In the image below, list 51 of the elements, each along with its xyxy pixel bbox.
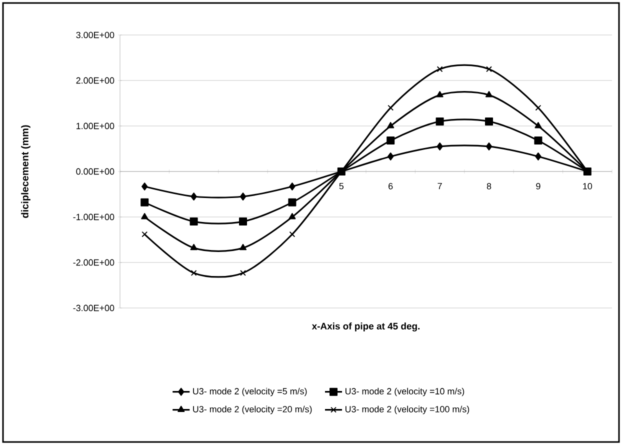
point [486,66,492,72]
point [240,192,246,201]
point [239,244,247,250]
point [190,270,197,276]
point [534,122,542,128]
legend-label: U3- mode 2 (velocity =20 m/s) [193,406,312,414]
point [190,218,198,226]
point [436,91,444,98]
y-tick-label: 0.00E+00 [76,168,114,175]
legend-label: U3- mode 2 (velocity =100 m/s) [346,406,470,414]
legend-label: U3- mode 2 (velocity =5 m/s) [193,388,307,396]
point [141,182,148,190]
x-tick-label: 5 [339,183,344,190]
x-tick-label: 10 [583,183,592,190]
point [436,117,444,126]
legend-label: U3- mode 2 (velocity =10 m/s) [346,388,464,396]
point [486,142,492,150]
y-tick-label: -2.00E+00 [73,259,114,266]
y-tick-label: 3.00E+00 [76,32,114,38]
y-tick-label: -1.00E+00 [73,214,114,220]
point [436,142,443,150]
point [485,91,493,98]
point [142,231,148,238]
point [387,152,394,160]
point [190,192,197,201]
point [387,122,394,128]
point [289,182,296,190]
point [141,212,148,220]
y-tick-label: 2.00E+00 [76,77,114,84]
x-tick-label: 9 [536,183,540,190]
point [534,136,542,145]
point [190,244,198,250]
x-axis-title: x-Axis of pipe at 45 deg. [312,322,420,332]
x-tick-label: 7 [438,183,442,190]
x-tick-label: 6 [388,183,393,190]
point [388,104,394,111]
y-tick-label: 1.00E+00 [76,122,114,130]
point [239,218,248,226]
x-tick-label: 8 [486,183,492,190]
point [386,136,395,145]
point [535,104,542,111]
point [485,117,494,126]
y-tick-label: -3.00E+00 [73,304,114,312]
point [140,198,149,206]
point [288,212,296,220]
point [535,152,542,160]
point [289,231,296,238]
point [436,66,443,72]
point [240,270,246,276]
point [288,198,296,206]
y-axis-title: diciplecement (mm) [21,125,30,218]
